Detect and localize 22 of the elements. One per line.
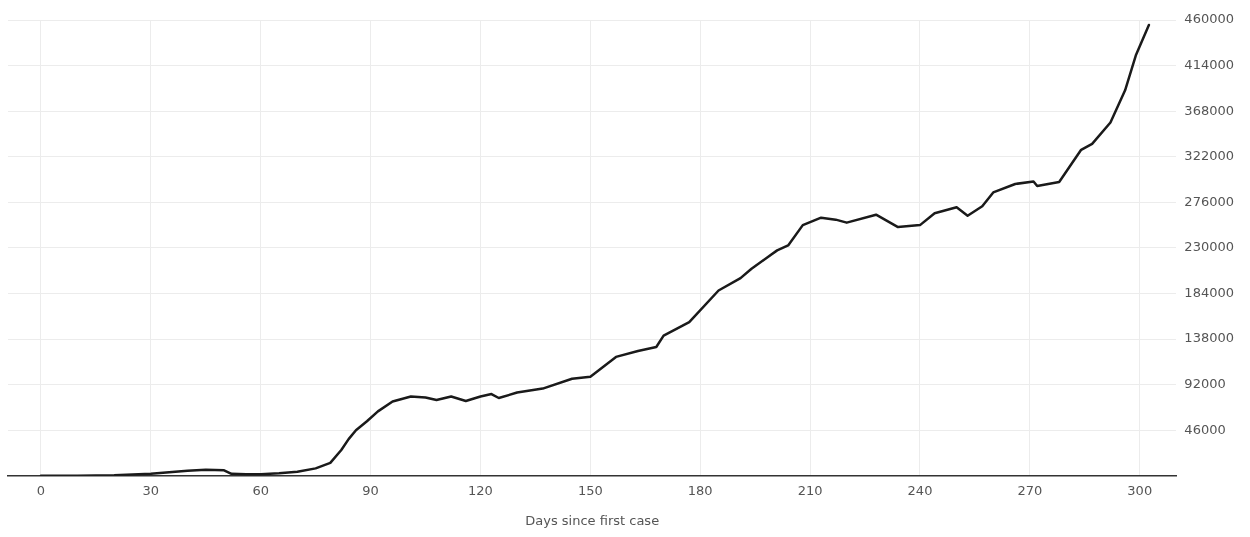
x-tick-label: 180 [687, 482, 713, 498]
x-tick-label: 30 [142, 482, 160, 498]
y-tick-label: 368000 [1184, 102, 1235, 118]
y-tick-label: 92000 [1184, 376, 1226, 392]
y-tick-label: 322000 [1184, 148, 1235, 164]
x-tick-label: 120 [468, 482, 493, 498]
x-tick-label: 0 [36, 482, 46, 498]
x-tick-label: 210 [797, 482, 823, 498]
x-tick-label: 300 [1127, 482, 1153, 498]
y-tick-label: 230000 [1184, 239, 1235, 255]
y-tick-label: 276000 [1184, 193, 1235, 209]
y-tick-label: 414000 [1184, 56, 1235, 72]
y-tick-label: 46000 [1184, 421, 1226, 437]
y-tick-label: 138000 [1184, 330, 1235, 346]
x-tick-label: 60 [252, 482, 269, 498]
y-tick-label: 184000 [1184, 284, 1235, 300]
x-tick-label: 270 [1017, 482, 1043, 498]
x-axis-title: Days since first case [525, 512, 660, 528]
y-tick-label: 460000 [1184, 11, 1235, 27]
x-tick-label: 240 [907, 482, 933, 498]
x-tick-label: 90 [362, 482, 379, 498]
x-tick-label: 150 [577, 482, 603, 498]
